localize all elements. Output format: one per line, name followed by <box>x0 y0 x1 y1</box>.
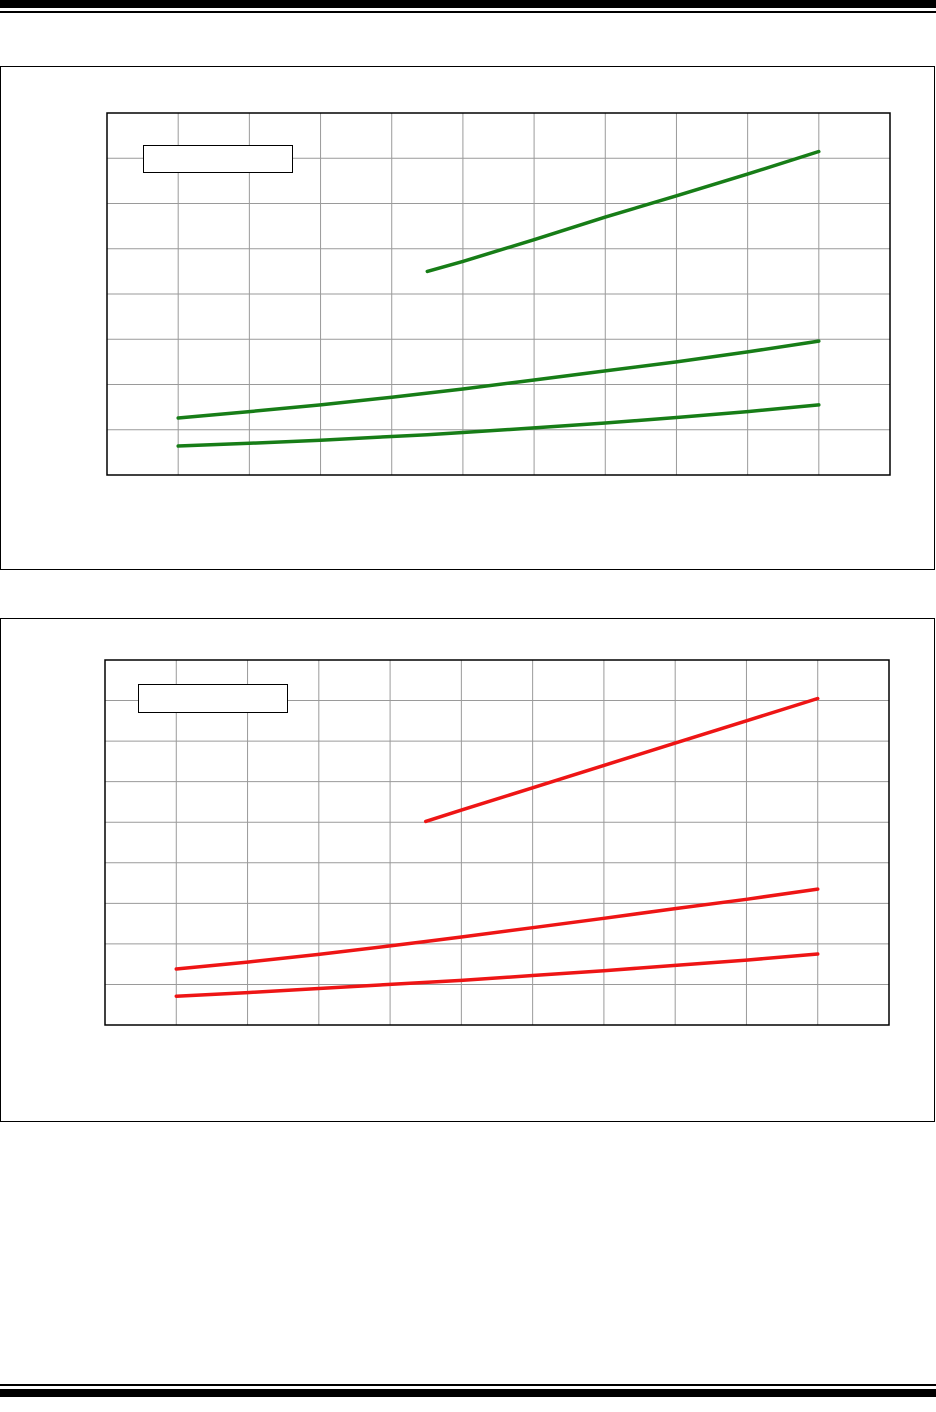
legend-box <box>138 684 288 713</box>
data-line <box>174 952 820 998</box>
footer-rule-thick <box>0 1389 936 1397</box>
plot-frame <box>104 659 890 1026</box>
data-line <box>176 339 821 420</box>
header-rule-thick <box>0 0 936 8</box>
chart <box>104 659 890 1026</box>
footer-rule-thin <box>0 1384 936 1386</box>
data-line <box>423 696 820 824</box>
data-line <box>176 403 821 448</box>
figure-frame <box>0 618 935 1122</box>
plot-frame <box>106 112 891 476</box>
header-rule-thin <box>0 11 936 13</box>
data-line <box>174 887 820 971</box>
legend-box <box>143 145 293 173</box>
chart <box>106 112 891 476</box>
figure-frame <box>0 66 935 570</box>
data-line <box>425 149 821 274</box>
